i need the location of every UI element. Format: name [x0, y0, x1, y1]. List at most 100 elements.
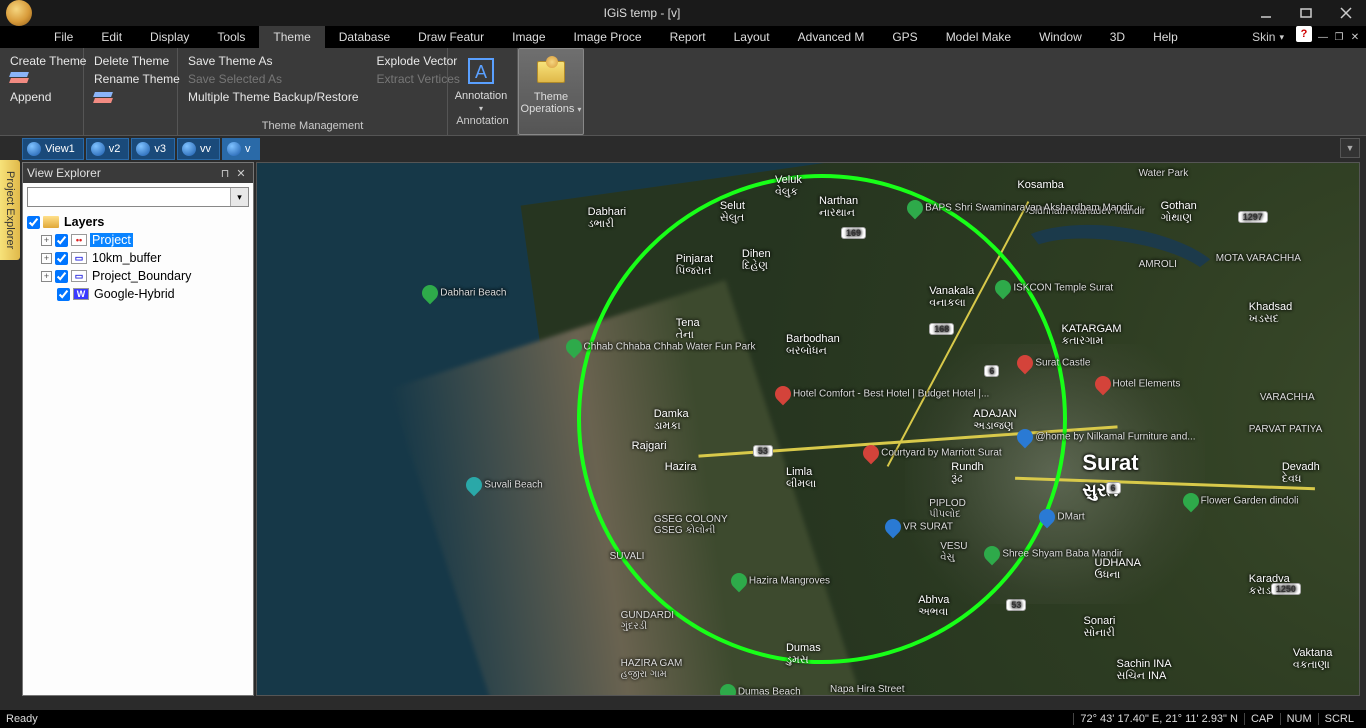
- mdi-window-controls: —❐✕: [1312, 26, 1366, 48]
- view-explorer-panel: View Explorer ⊓ ✕ ▾ Layers +••Project+▭1…: [22, 162, 254, 696]
- layer-checkbox[interactable]: [57, 288, 70, 301]
- doc-tab-vv[interactable]: vv: [177, 138, 220, 160]
- expand-icon[interactable]: +: [41, 235, 52, 246]
- expand-icon[interactable]: +: [41, 253, 52, 264]
- poi-label: BAPS Shri Swaminarayan Akshardham Mandir: [907, 200, 1133, 216]
- poi-pin-icon: [728, 569, 751, 592]
- menu-bar: FileEditDisplayToolsThemeDatabaseDraw Fe…: [0, 26, 1366, 48]
- status-bar: Ready 72° 43' 17.40" E, 21° 11' 2.93" N …: [0, 710, 1366, 728]
- menu-tools[interactable]: Tools: [203, 26, 259, 48]
- tree-root-label: Layers: [62, 215, 106, 229]
- place-label: Sonariસોનારી: [1084, 615, 1116, 640]
- menu-help[interactable]: Help: [1139, 26, 1192, 48]
- status-ready: Ready: [6, 713, 38, 725]
- menu-window[interactable]: Window: [1025, 26, 1096, 48]
- poi-pin-icon: [772, 383, 795, 406]
- close-button[interactable]: [1326, 0, 1366, 26]
- map-view[interactable]: Suratસુરત VelukવેલુકNarthanનારથાનDabhari…: [256, 162, 1360, 696]
- doc-tab-view1[interactable]: View1: [22, 138, 84, 160]
- ribbon: Create Theme Append Delete Theme Rename …: [0, 48, 1366, 136]
- layer-row[interactable]: +••Project: [27, 231, 249, 249]
- ribbon-rename-theme[interactable]: Rename Theme: [94, 72, 167, 86]
- place-label: Damkaડામકા: [654, 408, 689, 433]
- expand-icon[interactable]: +: [41, 271, 52, 282]
- layer-type-icon: W: [73, 288, 89, 300]
- help-icon[interactable]: ?: [1296, 26, 1312, 42]
- mdi-close[interactable]: ✕: [1348, 30, 1362, 44]
- place-label: PARVAT PATIYA: [1249, 424, 1323, 435]
- ribbon-create-theme[interactable]: Create Theme: [10, 54, 73, 68]
- menu-layout[interactable]: Layout: [720, 26, 784, 48]
- mdi-minimize[interactable]: —: [1316, 30, 1330, 44]
- layer-checkbox[interactable]: [55, 270, 68, 283]
- menu-image-proce[interactable]: Image Proce: [560, 26, 656, 48]
- ribbon-annotation-button[interactable]: A Annotation ▾: [448, 48, 514, 113]
- menu-display[interactable]: Display: [136, 26, 203, 48]
- poi-pin-icon: [463, 474, 486, 497]
- poi-label: Dumas Beach: [720, 684, 801, 696]
- ribbon-delete-theme[interactable]: Delete Theme: [94, 54, 167, 68]
- layer-checkbox[interactable]: [27, 216, 40, 229]
- menu-theme[interactable]: Theme: [259, 26, 324, 48]
- place-label: Barbodhanબરબોધન: [786, 333, 840, 358]
- theme-ops-label1: Theme: [534, 91, 568, 103]
- maximize-button[interactable]: [1286, 0, 1326, 26]
- poi-label: Courtyard by Marriott Surat: [863, 445, 1002, 461]
- place-label: HAZIRA GAMહજીરા ગામ: [621, 658, 683, 680]
- menu-image[interactable]: Image: [498, 26, 559, 48]
- layer-filter-input[interactable]: [28, 188, 230, 206]
- doc-tab-v2[interactable]: v2: [86, 138, 130, 160]
- project-explorer-tab[interactable]: Project Explorer: [0, 160, 20, 260]
- poi-pin-icon: [562, 335, 585, 358]
- poi-pin-icon: [904, 197, 927, 220]
- layer-row[interactable]: +▭10km_buffer: [27, 249, 249, 267]
- place-label: Limlaલીમલા: [786, 466, 816, 491]
- route-shield: 1297: [1238, 211, 1268, 223]
- layer-row[interactable]: WGoogle-Hybrid: [27, 285, 249, 303]
- poi-pin-icon: [1091, 372, 1114, 395]
- menu-file[interactable]: File: [40, 26, 87, 48]
- status-num: NUM: [1280, 713, 1318, 725]
- menu-gps[interactable]: GPS: [878, 26, 931, 48]
- ribbon-theme-operations-button[interactable]: ThemeOperations ▾: [518, 48, 584, 135]
- place-label: Hazira: [665, 461, 697, 473]
- menu-edit[interactable]: Edit: [87, 26, 136, 48]
- route-shield: 168: [929, 323, 954, 335]
- layer-filter-combo[interactable]: ▾: [27, 187, 249, 207]
- place-label: Dumasડુમસ: [786, 642, 821, 667]
- menu-advanced-m[interactable]: Advanced M: [784, 26, 879, 48]
- mdi-restore[interactable]: ❐: [1332, 30, 1346, 44]
- tree-root[interactable]: Layers: [27, 213, 249, 231]
- doc-tab-v[interactable]: v: [222, 138, 260, 160]
- place-label: AMROLI: [1139, 259, 1177, 270]
- ribbon-multiple-backup[interactable]: Multiple Theme Backup/Restore: [188, 90, 359, 104]
- close-icon[interactable]: ✕: [233, 165, 249, 181]
- poi-label: Surat Castle: [1017, 355, 1090, 371]
- ribbon-append[interactable]: Append: [10, 90, 73, 104]
- pin-icon[interactable]: ⊓: [217, 165, 233, 181]
- place-label: Dihenદિહેણ: [742, 248, 771, 273]
- poi-pin-icon: [981, 543, 1004, 566]
- menu-draw-featur[interactable]: Draw Featur: [404, 26, 498, 48]
- layer-row[interactable]: +▭Project_Boundary: [27, 267, 249, 285]
- place-label: Pinjaratપિંજરાત: [676, 253, 713, 278]
- doc-tab-v3[interactable]: v3: [131, 138, 175, 160]
- minimize-button[interactable]: [1246, 0, 1286, 26]
- layer-checkbox[interactable]: [55, 234, 68, 247]
- place-label: MOTA VARACHHA: [1216, 253, 1301, 264]
- app-icon: [6, 0, 32, 26]
- menu-model-make[interactable]: Model Make: [932, 26, 1025, 48]
- menu-3d[interactable]: 3D: [1096, 26, 1139, 48]
- menu-report[interactable]: Report: [656, 26, 720, 48]
- tabs-overflow-button[interactable]: ▼: [1340, 138, 1360, 158]
- status-scrl: SCRL: [1318, 713, 1360, 725]
- poi-pin-icon: [1179, 490, 1202, 513]
- menu-database[interactable]: Database: [325, 26, 404, 48]
- place-label: Dabhariડભારી: [588, 206, 627, 231]
- theme-ops-label2: Operations: [521, 103, 575, 115]
- skin-selector[interactable]: Skin▾: [1246, 26, 1290, 48]
- layer-checkbox[interactable]: [55, 252, 68, 265]
- chevron-down-icon[interactable]: ▾: [230, 188, 248, 206]
- ribbon-save-theme-as[interactable]: Save Theme As: [188, 54, 359, 68]
- panel-title: View Explorer: [27, 166, 101, 180]
